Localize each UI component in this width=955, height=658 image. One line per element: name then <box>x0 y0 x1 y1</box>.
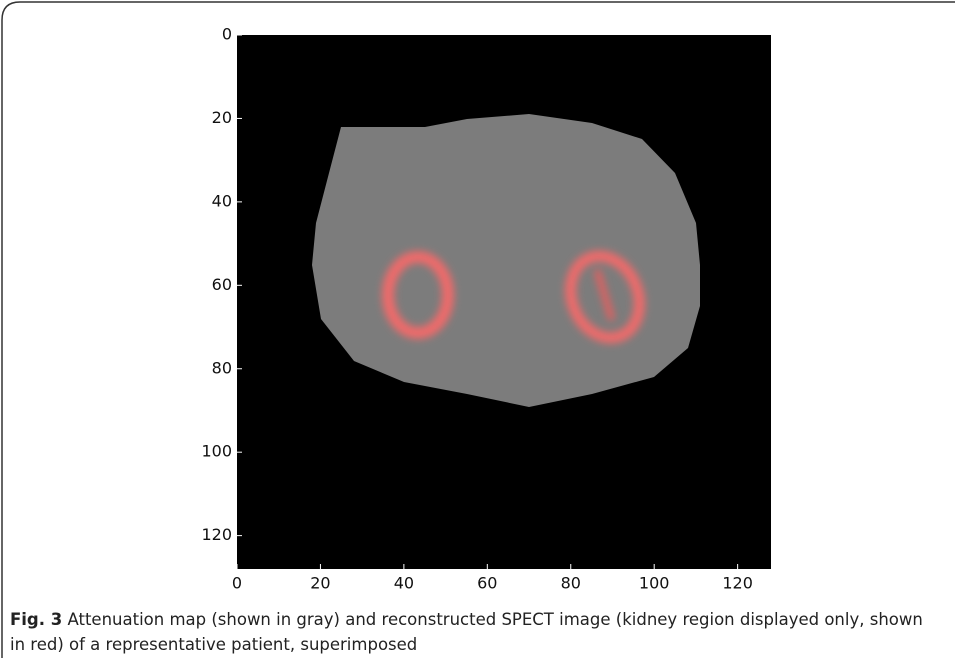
caption-label: Fig. 3 <box>10 610 63 629</box>
caption-text: Attenuation map (shown in gray) and reco… <box>10 610 923 654</box>
y-tick-label: 60 <box>212 275 232 294</box>
x-tick-label: 80 <box>561 574 581 593</box>
x-tick-label: 60 <box>477 574 497 593</box>
y-tick-label: 100 <box>201 442 232 461</box>
x-tick-label: 0 <box>232 574 242 593</box>
y-tick-label: 20 <box>212 108 232 127</box>
x-tick-label: 120 <box>722 574 753 593</box>
y-tick-label: 120 <box>201 525 232 544</box>
y-tick-label: 0 <box>222 25 232 44</box>
y-tick-label: 40 <box>212 191 232 210</box>
attenuation-map <box>312 114 700 407</box>
x-tick-label: 40 <box>394 574 414 593</box>
right-kidney-septum <box>593 268 616 322</box>
left-kidney <box>382 251 454 339</box>
x-tick-label: 100 <box>639 574 670 593</box>
caption: Fig. 3 Attenuation map (shown in gray) a… <box>10 607 925 657</box>
x-tick-label: 20 <box>310 574 330 593</box>
right-kidney <box>565 250 645 344</box>
plot: 0 20 40 60 80 100 120 0 20 40 60 80 100 120 <box>201 25 771 593</box>
y-tick-label: 80 <box>212 358 232 377</box>
spect-overlay <box>382 250 645 344</box>
